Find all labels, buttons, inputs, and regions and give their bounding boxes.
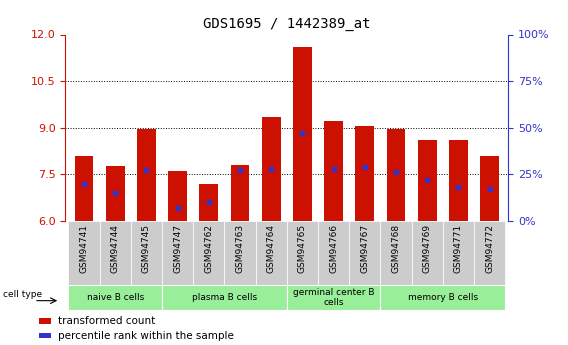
Bar: [387, 129, 406, 221]
Bar: [68, 221, 99, 285]
Bar: [162, 285, 287, 310]
Bar: [481, 156, 499, 221]
Bar: [381, 221, 412, 285]
Bar: [68, 285, 162, 310]
Bar: [168, 171, 187, 221]
Text: GSM94745: GSM94745: [142, 224, 151, 273]
Bar: [231, 165, 249, 221]
Text: GSM94764: GSM94764: [267, 224, 275, 273]
Text: percentile rank within the sample: percentile rank within the sample: [59, 331, 234, 341]
Text: transformed count: transformed count: [59, 316, 156, 326]
Text: GSM94769: GSM94769: [423, 224, 432, 273]
Bar: [318, 221, 349, 285]
Bar: [39, 318, 51, 324]
Text: GSM94763: GSM94763: [236, 224, 245, 273]
Bar: [287, 285, 381, 310]
Bar: [474, 221, 506, 285]
Text: GSM94741: GSM94741: [80, 224, 89, 273]
Bar: [262, 117, 281, 221]
Bar: [162, 221, 193, 285]
Text: GSM94765: GSM94765: [298, 224, 307, 273]
Bar: [324, 121, 343, 221]
Bar: [443, 221, 474, 285]
Text: germinal center B
cells: germinal center B cells: [293, 288, 374, 307]
Bar: [293, 47, 312, 221]
Bar: [356, 126, 374, 221]
Text: GSM94772: GSM94772: [485, 224, 494, 273]
Bar: [349, 221, 381, 285]
Text: GSM94767: GSM94767: [360, 224, 369, 273]
Bar: [137, 129, 156, 221]
Bar: [449, 140, 468, 221]
Bar: [199, 184, 218, 221]
Title: GDS1695 / 1442389_at: GDS1695 / 1442389_at: [203, 17, 370, 31]
Text: cell type: cell type: [3, 290, 43, 299]
Text: GSM94744: GSM94744: [111, 224, 120, 273]
Text: GSM94771: GSM94771: [454, 224, 463, 273]
Bar: [39, 333, 51, 338]
Text: plasma B cells: plasma B cells: [192, 293, 257, 302]
Bar: [74, 156, 93, 221]
Text: GSM94768: GSM94768: [391, 224, 400, 273]
Text: memory B cells: memory B cells: [408, 293, 478, 302]
Text: GSM94766: GSM94766: [329, 224, 338, 273]
Bar: [224, 221, 256, 285]
Bar: [418, 140, 437, 221]
Text: GSM94747: GSM94747: [173, 224, 182, 273]
Text: naive B cells: naive B cells: [86, 293, 144, 302]
Bar: [412, 221, 443, 285]
Bar: [287, 221, 318, 285]
Text: GSM94762: GSM94762: [204, 224, 214, 273]
Bar: [381, 285, 506, 310]
Bar: [193, 221, 224, 285]
Bar: [106, 166, 124, 221]
Bar: [99, 221, 131, 285]
Bar: [131, 221, 162, 285]
Bar: [256, 221, 287, 285]
